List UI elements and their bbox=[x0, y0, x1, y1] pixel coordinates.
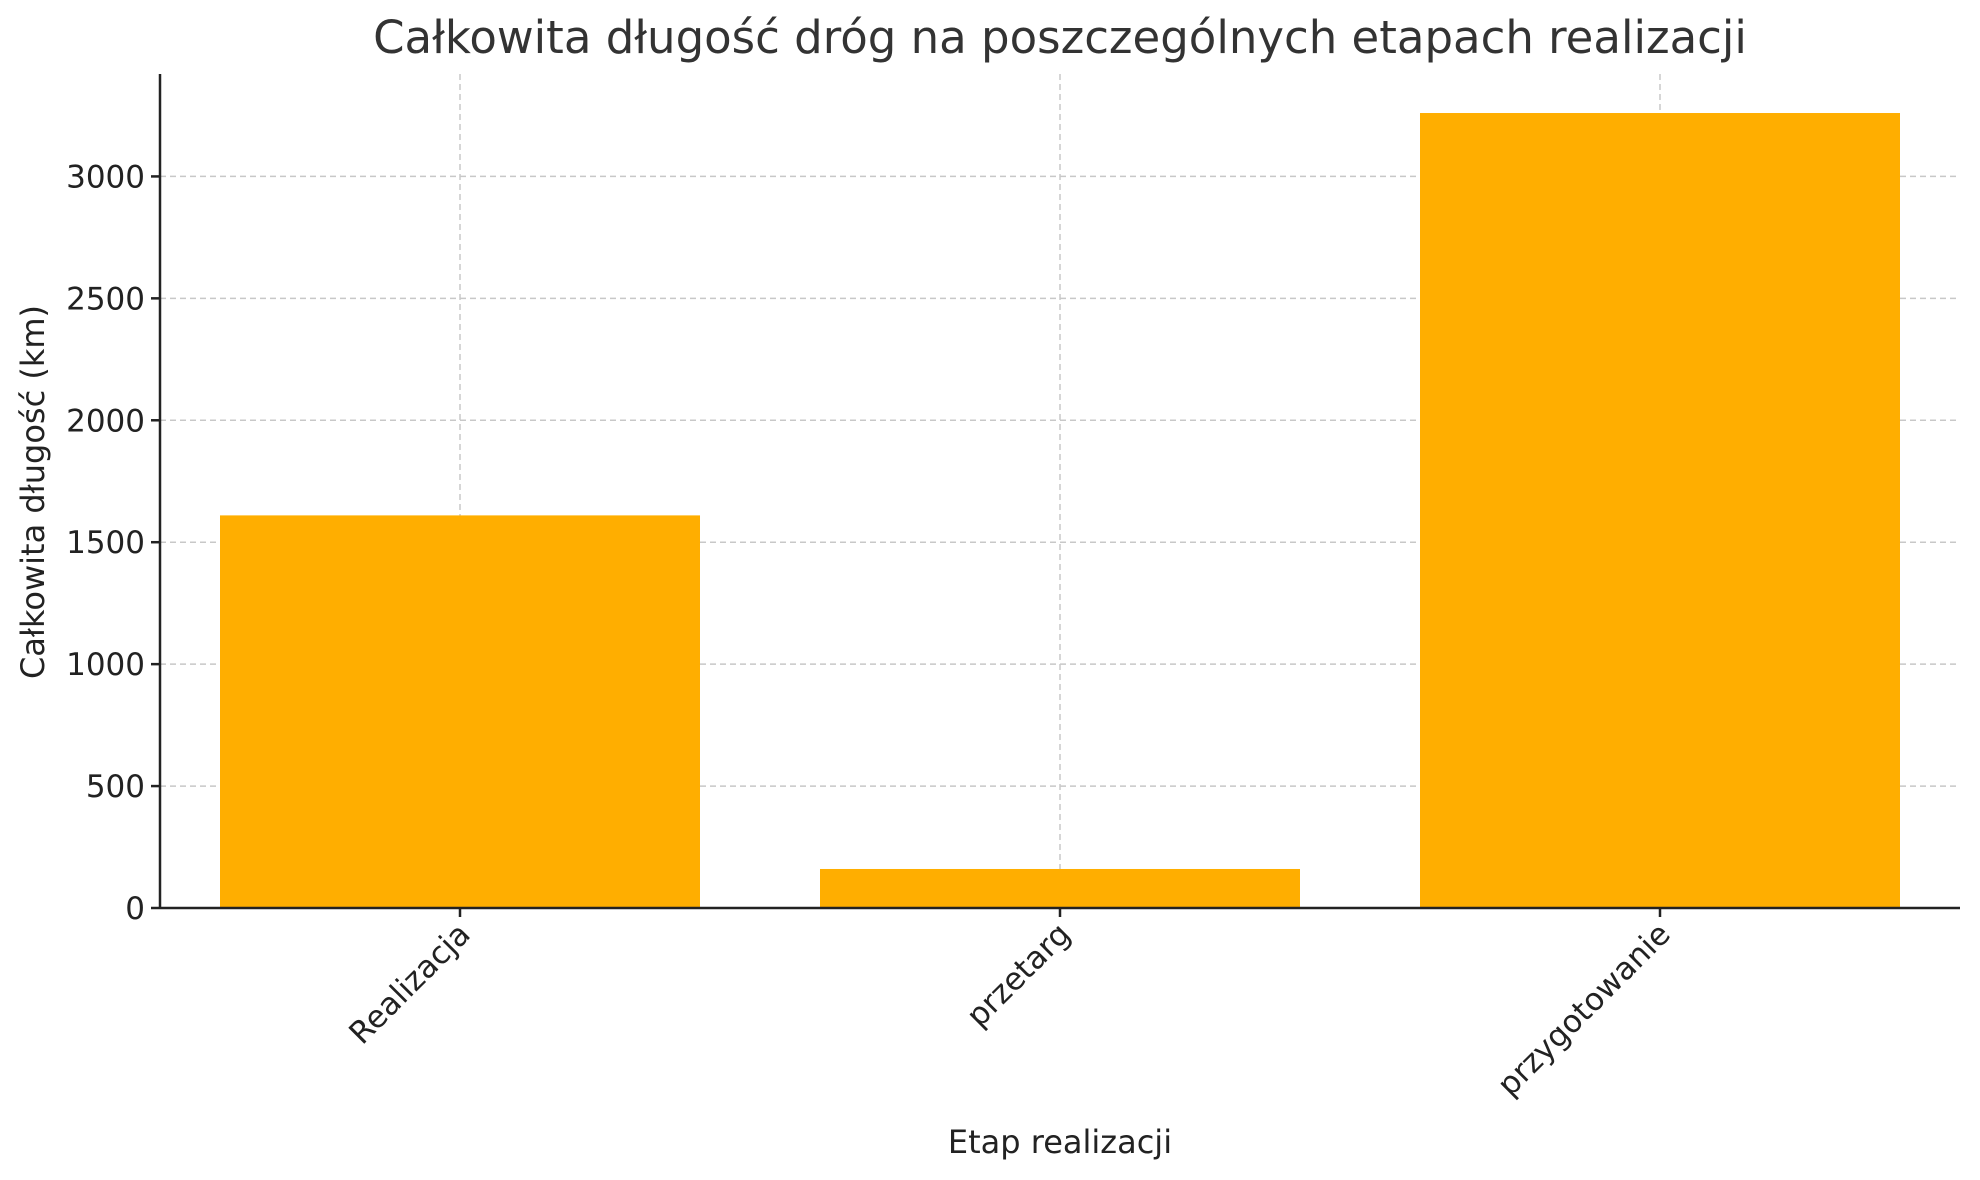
y-tick-label: 1000 bbox=[66, 647, 145, 683]
y-tick-label: 0 bbox=[125, 891, 145, 927]
y-tick-label: 3000 bbox=[66, 159, 145, 195]
bar-realizacja bbox=[220, 515, 700, 908]
x-tick-label: Realizacja bbox=[342, 916, 477, 1051]
y-tick-label: 500 bbox=[86, 769, 145, 805]
y-tick-label: 2000 bbox=[66, 403, 145, 439]
y-tick-label: 1500 bbox=[66, 525, 145, 561]
y-tick-label: 2500 bbox=[66, 281, 145, 317]
y-axis-label: Całkowita długość (km) bbox=[14, 305, 52, 679]
x-axis-label: Etap realizacji bbox=[948, 1123, 1172, 1161]
bars bbox=[220, 113, 1900, 908]
x-tick-label: przygotowanie bbox=[1491, 916, 1678, 1103]
x-tick-label: przetarg bbox=[960, 916, 1078, 1034]
bar-przetarg bbox=[820, 868, 1300, 908]
chart-title: Całkowita długość dróg na poszczególnych… bbox=[373, 11, 1747, 64]
bar-przygotowanie bbox=[1420, 113, 1900, 908]
